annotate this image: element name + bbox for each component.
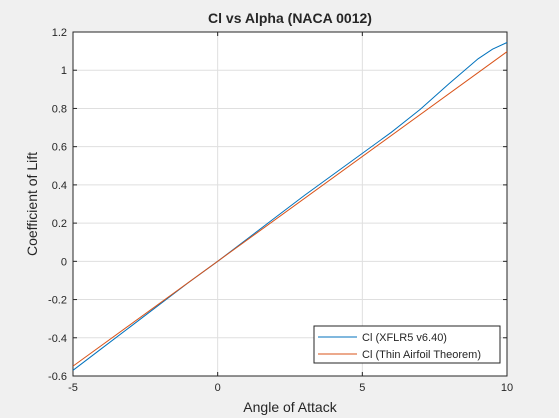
legend-label-thin-airfoil: Cl (Thin Airfoil Theorem)	[362, 349, 481, 361]
series-line-xflr5	[72, 42, 508, 371]
y-tick-label: 0.2	[52, 218, 67, 230]
axis-ticks: -5 0 5 10 -0.6 -0.4 -0.2 0 0.2 0.4 0.6 0.8 1 1.2	[48, 27, 513, 394]
axes-box	[72, 31, 508, 377]
series-group	[72, 42, 508, 371]
y-axis-label: Coefficient of Lift	[24, 152, 40, 256]
y-tick-label: 0.6	[52, 142, 67, 154]
y-tick-label: 0.8	[52, 103, 67, 115]
x-tick-label: -5	[68, 382, 78, 394]
x-tick-label: 0	[215, 382, 221, 394]
y-tick-label: -0.6	[48, 371, 67, 383]
plot-area	[73, 32, 507, 376]
series-line-thin-airfoil	[72, 51, 508, 367]
x-axis-label: Angle of Attack	[243, 399, 337, 415]
y-tick-label: 0	[61, 256, 67, 268]
x-tick-label: 5	[359, 382, 365, 394]
legend-box	[313, 325, 501, 364]
y-tick-label: 1.2	[52, 27, 67, 39]
y-tick-label: -0.4	[48, 333, 67, 345]
legend-label-xflr5: Cl (XFLR5 v6.40)	[362, 332, 447, 344]
legend: Cl (XFLR5 v6.40) Cl (Thin Airfoil Theore…	[313, 325, 501, 364]
grid	[73, 32, 507, 376]
y-tick-label: 1	[61, 65, 67, 77]
chart-title: Cl vs Alpha (NACA 0012)	[208, 10, 372, 26]
x-tick-label: 10	[501, 382, 513, 394]
y-tick-label: 0.4	[52, 180, 67, 192]
y-tick-label: -0.2	[48, 295, 67, 307]
